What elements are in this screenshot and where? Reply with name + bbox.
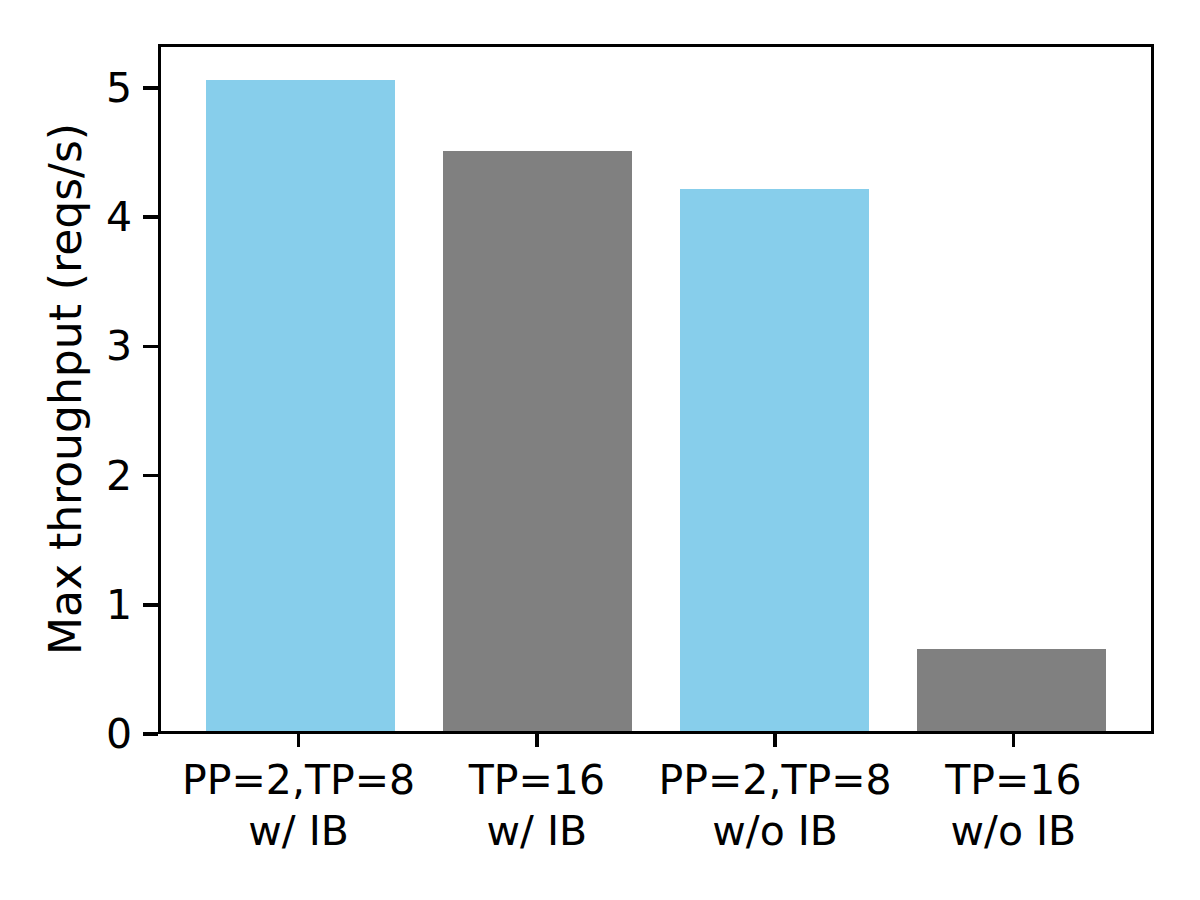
y-tick-label-0: 0 xyxy=(0,709,132,759)
x-tick-mark-tp-16-w-o-ib xyxy=(1012,733,1016,747)
bar-tp-16-w-ib xyxy=(443,151,632,731)
y-tick-label-5: 5 xyxy=(0,63,132,113)
x-tick-label-line: w/o IB xyxy=(863,806,1163,857)
bar-pp-2-tp-8-w-o-ib xyxy=(680,189,869,731)
bar-pp-2-tp-8-w-ib xyxy=(206,80,395,731)
x-tick-mark-pp-2-tp-8-w-o-ib xyxy=(773,733,777,747)
bar-tp-16-w-o-ib xyxy=(917,649,1106,731)
y-tick-mark-0 xyxy=(143,732,158,736)
y-tick-label-1: 1 xyxy=(0,580,132,630)
y-tick-mark-3 xyxy=(143,345,158,349)
y-tick-mark-4 xyxy=(143,215,158,219)
chart-figure: Max throughput (reqs/s) 012345 PP=2,TP=8… xyxy=(0,0,1200,900)
y-tick-mark-2 xyxy=(143,474,158,478)
x-tick-label-tp-16-w-o-ib: TP=16w/o IB xyxy=(863,755,1163,857)
y-tick-label-4: 4 xyxy=(0,192,132,242)
y-tick-mark-5 xyxy=(143,86,158,90)
x-tick-mark-pp-2-tp-8-w-ib xyxy=(297,733,301,747)
bars-layer xyxy=(161,47,1151,731)
y-tick-label-3: 3 xyxy=(0,321,132,371)
x-tick-mark-tp-16-w-ib xyxy=(535,733,539,747)
y-tick-mark-1 xyxy=(143,603,158,607)
y-tick-label-2: 2 xyxy=(0,451,132,501)
x-tick-label-line: TP=16 xyxy=(863,755,1163,806)
plot-area xyxy=(158,44,1154,734)
